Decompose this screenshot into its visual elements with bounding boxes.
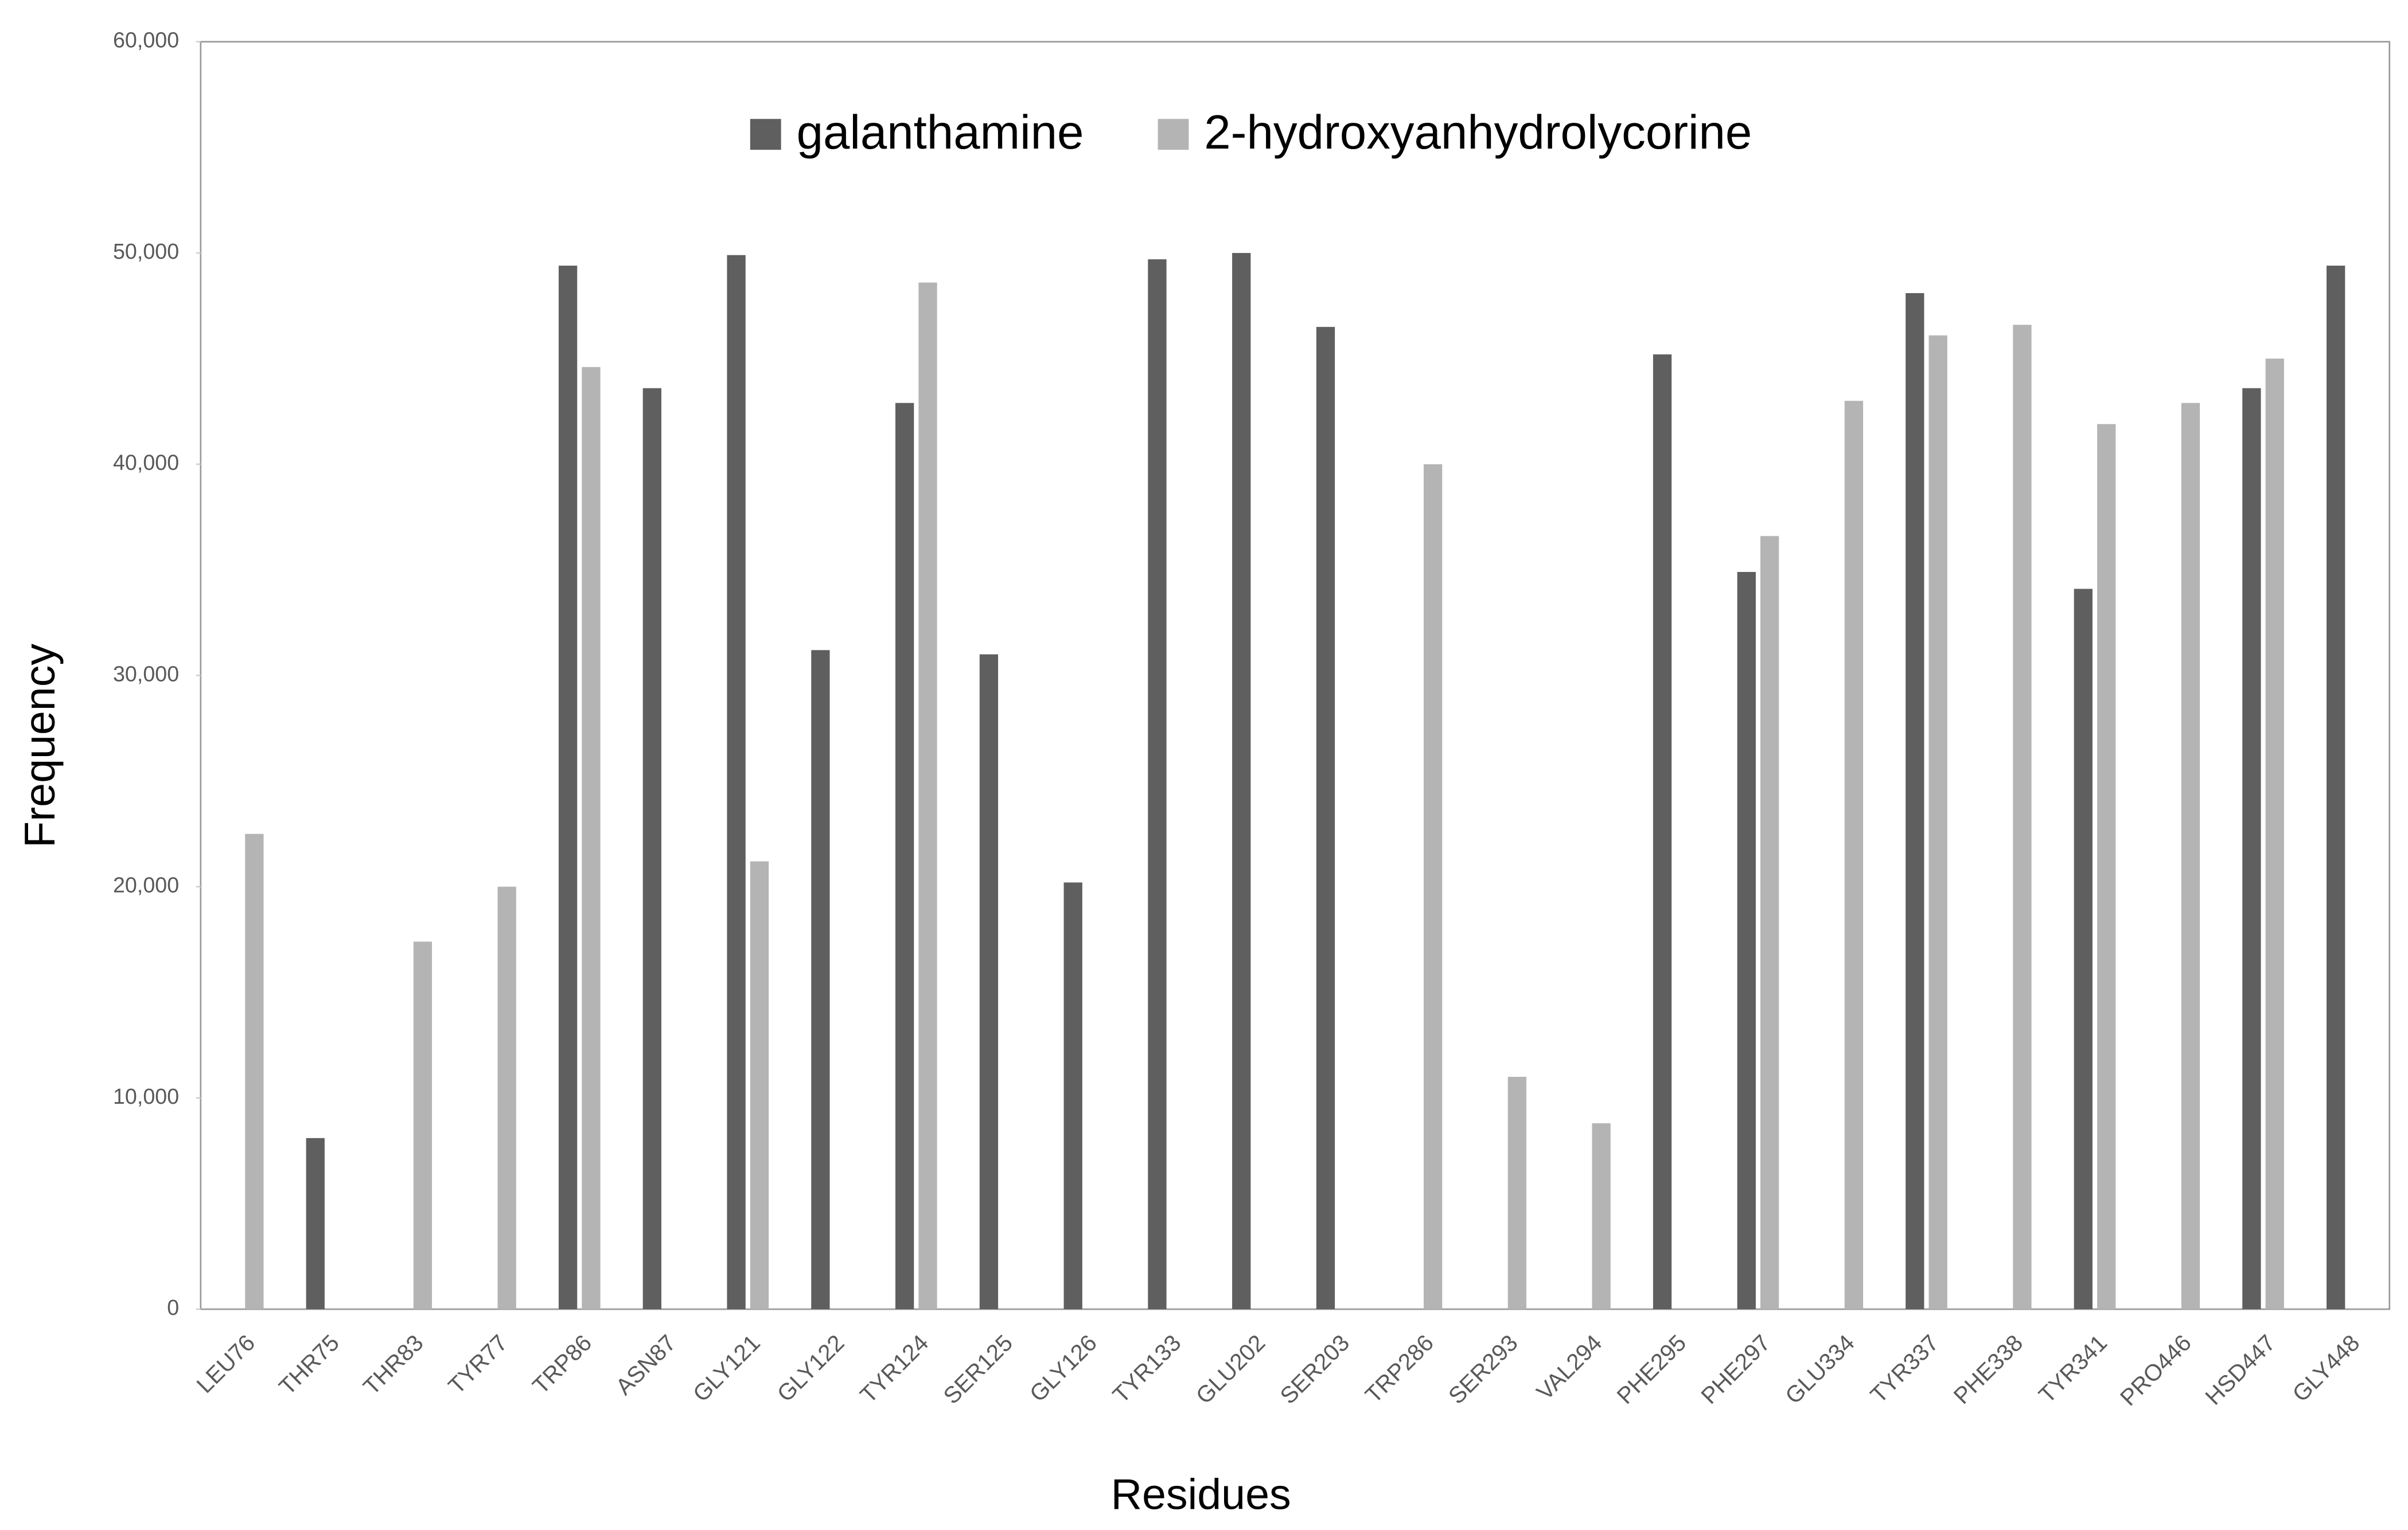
x-tick-label: PHE295 bbox=[1611, 1329, 1691, 1409]
x-tick-label: TYR124 bbox=[855, 1329, 933, 1408]
bar bbox=[1063, 882, 1082, 1310]
x-tick-label: PHE297 bbox=[1696, 1329, 1775, 1409]
x-tick-label: PHE338 bbox=[1948, 1329, 2028, 1409]
bar bbox=[979, 654, 999, 1310]
bar bbox=[1232, 252, 1251, 1310]
bar bbox=[2265, 359, 2284, 1310]
bar bbox=[558, 266, 578, 1310]
y-axis-label: Frequency bbox=[15, 644, 64, 848]
bar bbox=[811, 650, 830, 1310]
x-tick-label: THR83 bbox=[358, 1329, 428, 1400]
bar bbox=[497, 886, 516, 1310]
bar bbox=[2013, 325, 2032, 1310]
y-tick-label: 50,000 bbox=[113, 239, 179, 263]
bar bbox=[2097, 424, 2116, 1310]
bar bbox=[245, 834, 264, 1310]
bar bbox=[413, 941, 432, 1310]
y-tick-label: 60,000 bbox=[113, 28, 179, 52]
y-tick-label: 10,000 bbox=[113, 1084, 179, 1108]
x-tick-label: TYR133 bbox=[1107, 1329, 1186, 1408]
y-tick-label: 30,000 bbox=[113, 661, 179, 686]
x-tick-label: GLY122 bbox=[772, 1329, 849, 1407]
x-tick-label: GLY126 bbox=[1024, 1329, 1102, 1407]
x-tick-label: TYR341 bbox=[2033, 1329, 2112, 1408]
bar bbox=[1148, 259, 1167, 1310]
x-tick-label: THR75 bbox=[274, 1329, 344, 1400]
y-tick-label: 20,000 bbox=[113, 873, 179, 897]
x-axis-label: Residues bbox=[1111, 1470, 1291, 1518]
bar bbox=[1844, 400, 1864, 1310]
legend-swatch bbox=[750, 119, 781, 150]
bar bbox=[1423, 464, 1443, 1310]
legend-label: galanthamine bbox=[797, 105, 1084, 159]
bar bbox=[1760, 536, 1779, 1310]
bar bbox=[1928, 335, 1947, 1310]
bar bbox=[2074, 589, 2093, 1310]
x-tick-label: PRO446 bbox=[2115, 1329, 2196, 1411]
y-tick-label: 0 bbox=[167, 1295, 179, 1319]
bar bbox=[1737, 571, 1756, 1310]
x-tick-label: TRP286 bbox=[1360, 1329, 1439, 1408]
bar bbox=[642, 388, 662, 1310]
y-tick-label: 40,000 bbox=[113, 450, 179, 474]
x-tick-label: GLY448 bbox=[2287, 1329, 2364, 1407]
x-tick-label: SER125 bbox=[938, 1329, 1018, 1409]
bar bbox=[918, 282, 937, 1310]
x-tick-label: TRP86 bbox=[527, 1329, 597, 1399]
x-tick-label: GLU334 bbox=[1780, 1329, 1860, 1409]
bar bbox=[582, 367, 601, 1310]
x-tick-label: TYR77 bbox=[443, 1329, 512, 1399]
x-tick-label: HSD447 bbox=[2200, 1329, 2280, 1410]
bar bbox=[1906, 293, 1924, 1310]
bar bbox=[1316, 326, 1335, 1310]
bar bbox=[2181, 403, 2200, 1310]
x-tick-label: GLY121 bbox=[688, 1329, 765, 1407]
x-tick-label: LEU76 bbox=[191, 1329, 260, 1398]
x-tick-label: ASN87 bbox=[610, 1329, 681, 1400]
bar bbox=[1653, 354, 1672, 1310]
bar bbox=[1507, 1077, 1527, 1310]
bar bbox=[2242, 388, 2261, 1310]
legend-swatch bbox=[1158, 119, 1189, 150]
bar bbox=[1592, 1123, 1611, 1310]
x-tick-label: SER203 bbox=[1275, 1329, 1354, 1409]
bar bbox=[895, 403, 914, 1310]
bar bbox=[2326, 266, 2345, 1310]
bar bbox=[306, 1138, 325, 1310]
plot-frame bbox=[200, 41, 2391, 1310]
legend-label: 2-hydroxyanhydrolycorine bbox=[1204, 105, 1752, 159]
bar bbox=[750, 861, 769, 1310]
x-tick-label: GLU202 bbox=[1191, 1329, 1271, 1409]
x-tick-label: SER293 bbox=[1443, 1329, 1523, 1409]
bar bbox=[727, 255, 746, 1310]
x-tick-label: VAL294 bbox=[1532, 1329, 1607, 1405]
x-tick-label: TYR337 bbox=[1865, 1329, 1943, 1408]
